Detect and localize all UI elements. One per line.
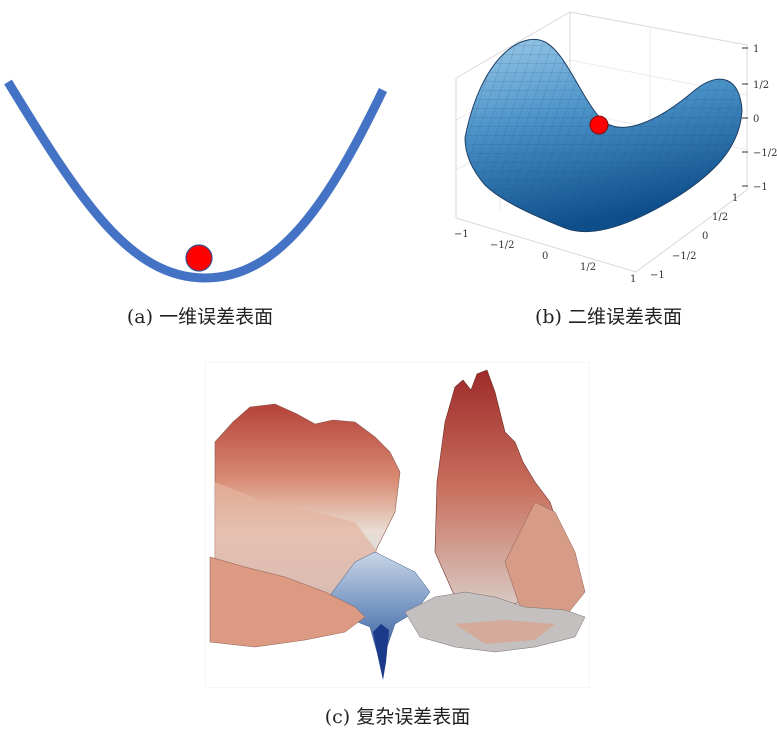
z-tick-neg-1: −1 <box>753 182 768 193</box>
deep-minimum-spike <box>373 624 389 680</box>
x-tick-0: 0 <box>542 251 548 262</box>
z-tick-0: 0 <box>753 114 759 125</box>
saddle-mesh <box>465 39 742 232</box>
panel-complex-error-surface <box>204 361 591 689</box>
foreground-right-highlight <box>455 620 555 644</box>
y-tick-neg-1: −1 <box>650 270 665 281</box>
caption-b: (b) 二维误差表面 <box>534 306 683 328</box>
x-tick-half: 1/2 <box>580 262 596 273</box>
ball-marker <box>589 115 609 135</box>
z-tick-1: 1 <box>753 44 759 55</box>
1d-error-curve-plot <box>4 79 388 283</box>
panel-2d-error-surface: 1 1/2 0 −1/2 −1 −1 −1/2 0 1/2 1 −1 −1/2 … <box>440 0 777 300</box>
complex-surface-render <box>204 361 591 689</box>
y-tick-0: 0 <box>702 231 708 242</box>
y-axis-ticks: −1 −1/2 0 1/2 1 <box>650 193 738 281</box>
panel-1d-error-surface <box>0 0 400 300</box>
caption-a: (a) 一维误差表面 <box>126 306 274 328</box>
ball-marker <box>185 244 213 272</box>
y-tick-neg-half: −1/2 <box>672 251 696 262</box>
x-tick-neg-1: −1 <box>454 229 469 240</box>
caption-c: (c) 复杂误差表面 <box>324 706 471 728</box>
z-axis-ticks: 1 1/2 0 −1/2 −1 <box>742 44 777 193</box>
z-tick-half: 1/2 <box>753 80 769 91</box>
central-valley <box>324 551 431 678</box>
2d-saddle-surface-plot: 1 1/2 0 −1/2 −1 −1 −1/2 0 1/2 1 −1 −1/2 … <box>454 11 777 285</box>
y-tick-1: 1 <box>732 193 738 204</box>
foreground-left <box>209 556 366 648</box>
z-tick-neg-half: −1/2 <box>753 148 777 159</box>
parabola-curve <box>4 79 388 283</box>
x-tick-1: 1 <box>630 274 636 285</box>
x-tick-neg-half: −1/2 <box>490 240 514 251</box>
x-axis-ticks: −1 −1/2 0 1/2 1 <box>454 229 636 285</box>
y-tick-half: 1/2 <box>712 212 728 223</box>
